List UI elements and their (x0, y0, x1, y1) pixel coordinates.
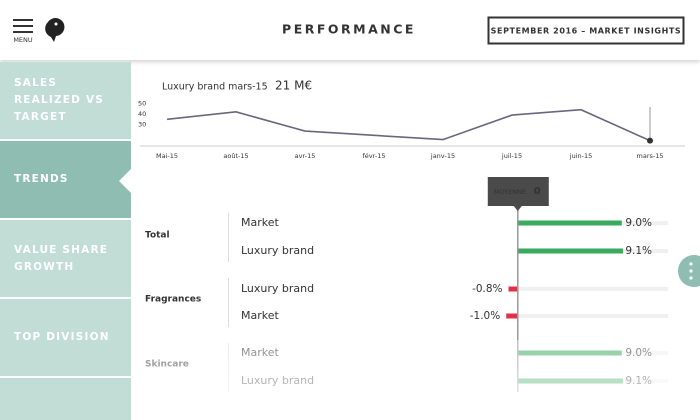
row-label: Market (241, 216, 279, 229)
chart-title: Luxury brand mars-15 (162, 82, 268, 93)
logo (45, 18, 65, 42)
x-tick-label: août-15 (223, 152, 248, 160)
sidebar-item[interactable]: VALUE SHARE GROWTH (0, 220, 131, 297)
sidebar-item[interactable]: SALES REALIZED VS TARGET (0, 62, 131, 139)
sidebar-item[interactable]: TRENDS (0, 141, 131, 218)
row-label: Luxury brand (241, 244, 314, 257)
period-button[interactable] (487, 16, 685, 45)
tooltip-pointer (513, 206, 522, 211)
reference-tooltip (487, 177, 549, 206)
y-tick-label: 30 (138, 121, 146, 129)
value-label: 9.1% (625, 245, 652, 257)
page-title: PERFORMANCE (282, 22, 416, 37)
reference-label: MOYENNE (494, 188, 526, 196)
chart-highlight: 21 M€ (275, 79, 312, 93)
bar-track (517, 287, 668, 291)
group-label: Total (145, 231, 170, 241)
bar (517, 220, 622, 226)
x-tick-label: avr-15 (295, 152, 316, 160)
bar-track (517, 314, 668, 318)
line-series (166, 108, 651, 142)
bar (508, 286, 518, 292)
value-label: -1.0% (470, 310, 500, 322)
x-tick-label: févr-15 (362, 152, 385, 160)
y-tick-label: 50 (138, 99, 146, 107)
x-tick-label: janv-15 (430, 152, 455, 160)
x-tick-label: juin-15 (569, 152, 592, 160)
row-label: Luxury brand (241, 282, 314, 295)
sidebar-filler (0, 378, 131, 420)
reference-value: 0 (534, 186, 541, 197)
selection-notch (119, 169, 131, 193)
sidebar-item[interactable]: TOP DIVISION (0, 299, 131, 376)
x-tick-label: Mai-15 (156, 152, 178, 160)
scroll-fade (131, 340, 686, 420)
y-tick-label: 40 (138, 110, 146, 118)
x-tick-label: mars-15 (637, 152, 664, 160)
x-tick-label: juil-15 (501, 152, 522, 160)
group-label: Fragrances (145, 295, 201, 305)
period-label: SEPTEMBER 2016 – MARKET INSIGHTS (491, 27, 682, 36)
point (647, 137, 653, 144)
value-label: 9.0% (625, 217, 652, 229)
row-label: Market (241, 309, 279, 322)
menu-button[interactable]: MENU (13, 19, 33, 44)
more-button[interactable] (678, 255, 700, 287)
bar (506, 313, 518, 319)
bar (517, 248, 623, 254)
menu-label: MENU (13, 36, 33, 44)
value-label: -0.8% (472, 283, 502, 295)
